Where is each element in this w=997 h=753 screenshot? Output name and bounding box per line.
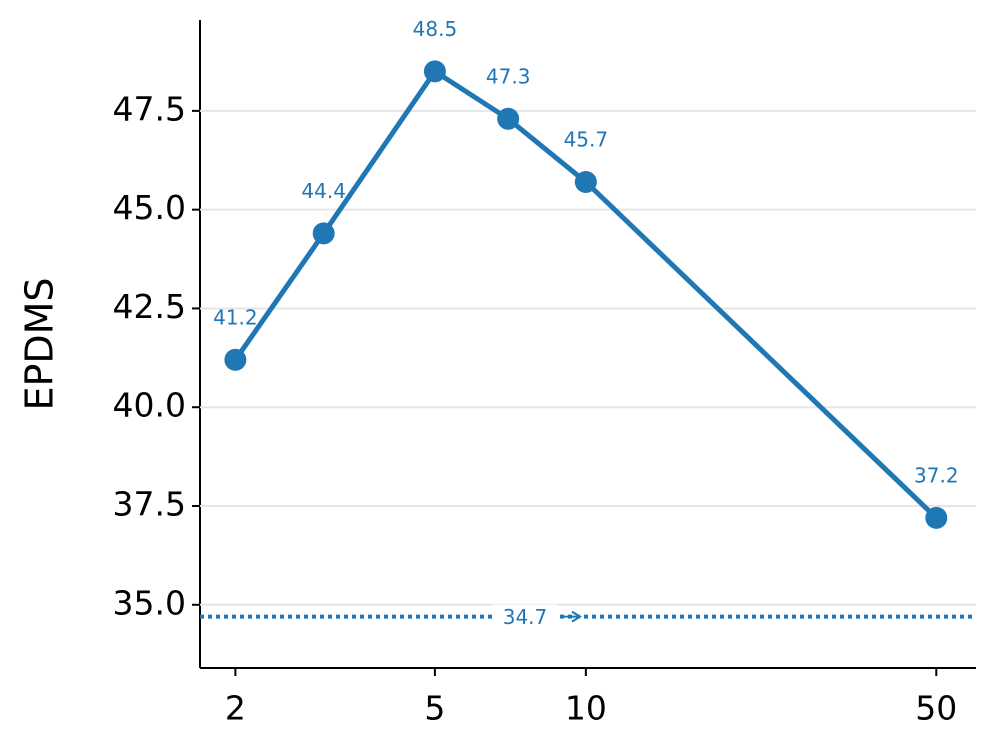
x-tick-label: 5: [424, 689, 445, 728]
y-tick-label: 45.0: [113, 188, 186, 227]
baseline-arrow: [560, 610, 582, 623]
point: [423, 60, 446, 83]
point: [497, 107, 520, 130]
data-label: 37.2: [914, 463, 959, 487]
line: [233, 67, 939, 520]
data-label: 45.7: [564, 128, 609, 152]
y-tick-label: 47.5: [113, 89, 186, 128]
y-tick-label: 40.0: [113, 386, 186, 425]
x-tick-label: 10: [565, 689, 607, 728]
data-label: 44.4: [301, 179, 346, 203]
point: [574, 171, 597, 193]
point: [312, 222, 335, 245]
data-label: 47.3: [486, 64, 531, 88]
point: [224, 348, 247, 371]
baseline-label-bg: [492, 604, 558, 629]
y-tick-label: 35.0: [113, 583, 186, 622]
x-tick-label: 2: [225, 689, 246, 728]
data-label: 41.2: [213, 305, 258, 329]
y-axis-label: EPDMS: [18, 277, 62, 410]
x-tick-label: 50: [915, 689, 957, 728]
baseline-label: 34.7: [503, 605, 548, 629]
data-label: 48.5: [413, 17, 458, 41]
point: [925, 506, 948, 529]
y-tick-label: 42.5: [113, 287, 186, 326]
y-tick-label: 37.5: [113, 485, 186, 524]
